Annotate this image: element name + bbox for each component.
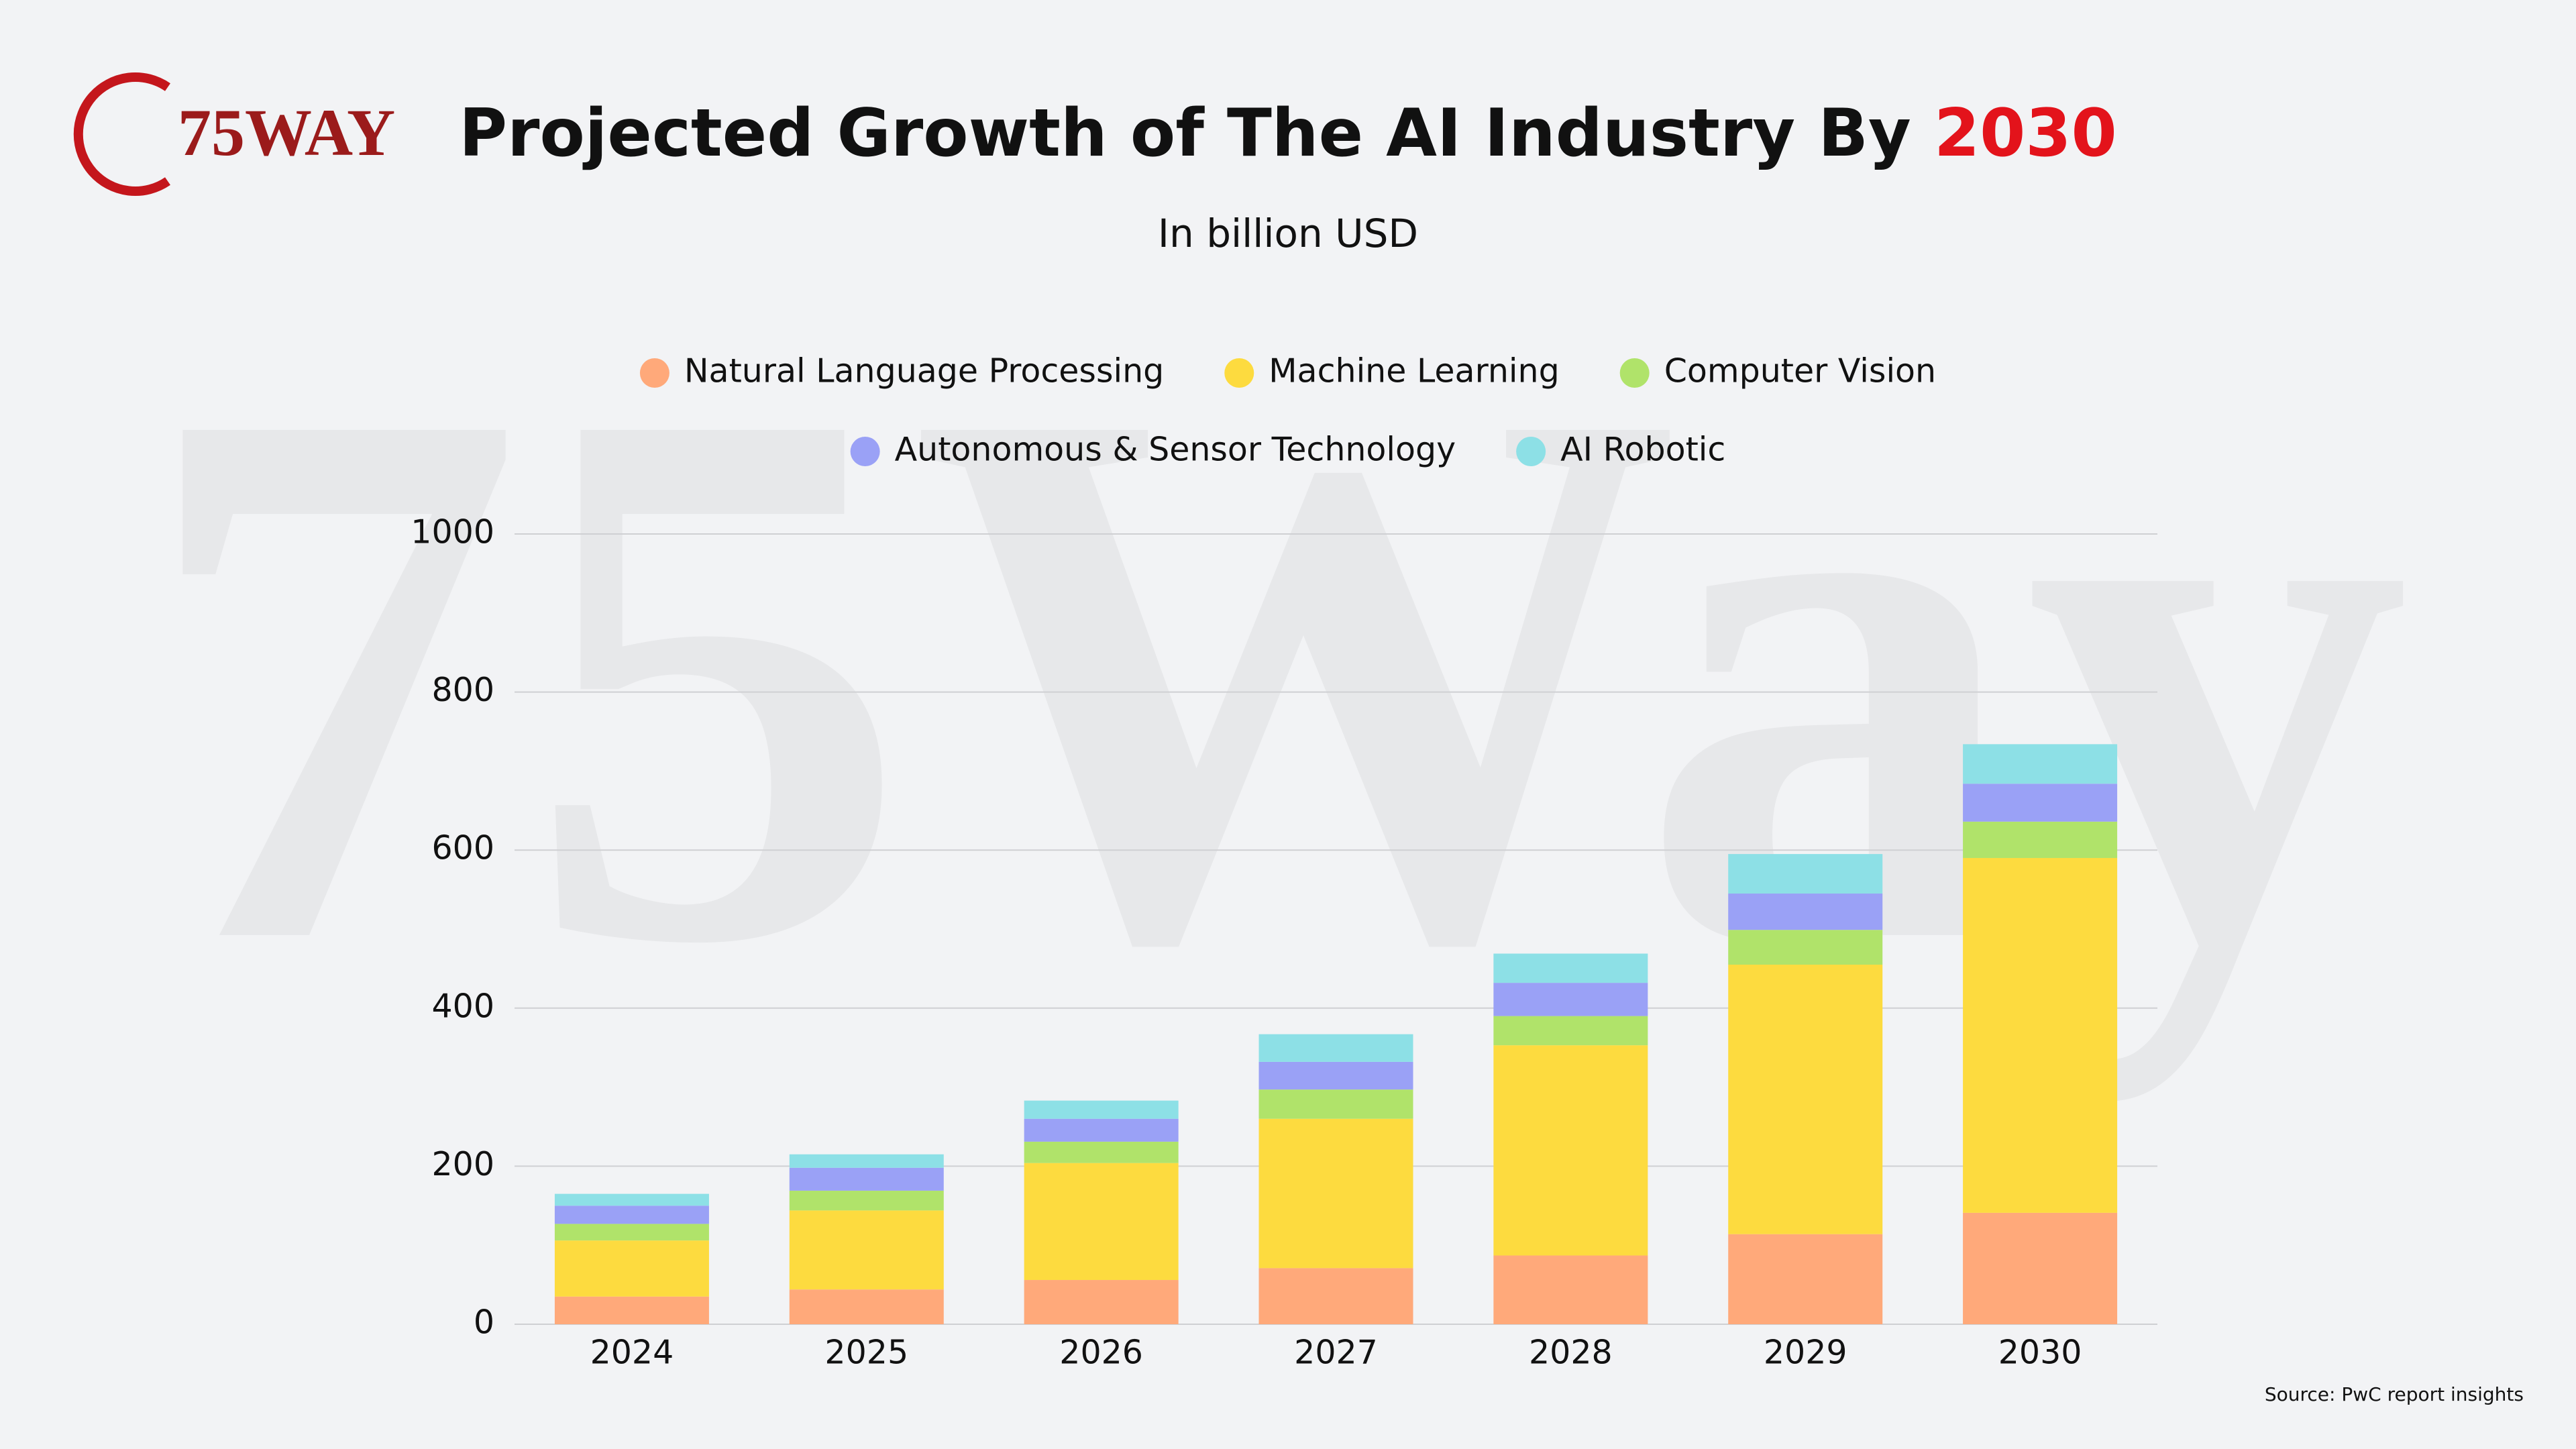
bar-segment — [1728, 965, 1883, 1234]
y-tick-label: 0 — [474, 1303, 494, 1342]
bar-segment — [554, 1193, 709, 1206]
bar-segment — [789, 1190, 944, 1211]
bar-segment — [554, 1296, 709, 1324]
y-tick-label: 200 — [431, 1145, 494, 1183]
legend-swatch — [1224, 358, 1254, 388]
bar-segment — [1963, 821, 2118, 858]
bar-segment — [789, 1210, 944, 1290]
bar-segment — [1963, 744, 2118, 784]
bar-segment — [1963, 1212, 2118, 1324]
chart-title: Projected Growth of The AI Industry By 2… — [459, 95, 2116, 172]
bar-segment — [1024, 1100, 1179, 1119]
legend-row: Natural Language Processing Machine Learn… — [639, 352, 1936, 390]
bar-segment — [1963, 857, 2118, 1213]
subtitle: In billion USD — [1158, 211, 1418, 256]
legend-label: Autonomous & Sensor Technology — [895, 431, 1456, 469]
bar-segment — [1493, 1045, 1648, 1256]
title-highlight: 2030 — [1934, 95, 2117, 172]
legend-swatch — [850, 437, 880, 466]
x-tick-label: 2027 — [1294, 1334, 1378, 1372]
bar-segment — [554, 1205, 709, 1224]
x-tick-label: 2030 — [1998, 1334, 2082, 1372]
bar-segment — [1963, 784, 2118, 822]
x-tick-label: 2026 — [1059, 1334, 1143, 1372]
x-tick-label: 2024 — [590, 1334, 674, 1372]
bar-segment — [1024, 1118, 1179, 1142]
bar-segment — [1024, 1141, 1179, 1163]
bar-segment — [1258, 1061, 1413, 1090]
logo: 75WAY — [73, 72, 395, 196]
x-tick-label: 2029 — [1764, 1334, 1847, 1372]
legend-swatch — [1516, 437, 1546, 466]
legend-swatch — [639, 358, 669, 388]
logo-text: 75WAY — [178, 95, 395, 170]
bar-segment — [789, 1154, 944, 1168]
x-tick-label: 2025 — [824, 1334, 908, 1372]
bar-segment — [789, 1167, 944, 1191]
bar-segment — [1258, 1034, 1413, 1062]
bar-segment — [1493, 983, 1648, 1016]
bar-segment — [1728, 893, 1883, 930]
legend-swatch — [1619, 358, 1650, 388]
source-note: Source: PwC report insights — [2265, 1383, 2524, 1405]
y-tick-label: 400 — [431, 987, 494, 1025]
bar-segment — [1258, 1089, 1413, 1119]
y-tick-label: 800 — [431, 671, 494, 709]
legend-row: Autonomous & Sensor Technology AI Robotic — [850, 431, 1725, 469]
bar-segment — [554, 1240, 709, 1297]
bar-segment — [554, 1224, 709, 1241]
bar-segment — [1024, 1280, 1179, 1324]
x-tick-label: 2028 — [1529, 1334, 1613, 1372]
legend-label: Natural Language Processing — [684, 352, 1164, 390]
title-text: Projected Growth of The AI Industry By — [459, 95, 1934, 172]
bar-segment — [1258, 1118, 1413, 1269]
logo-ring — [73, 72, 170, 196]
bar-segment — [1728, 854, 1883, 894]
bar-segment — [1493, 953, 1648, 983]
legend-label: Computer Vision — [1664, 352, 1936, 390]
bar-segment — [1728, 930, 1883, 965]
y-tick-label: 1000 — [411, 513, 494, 551]
bar-segment — [789, 1289, 944, 1324]
legend-label: Machine Learning — [1269, 352, 1559, 390]
bar-segment — [1024, 1163, 1179, 1281]
bar-segment — [1258, 1268, 1413, 1324]
bar-segment — [1493, 1016, 1648, 1046]
y-tick-label: 600 — [431, 829, 494, 867]
bar-segment — [1493, 1255, 1648, 1324]
legend-label: AI Robotic — [1560, 431, 1725, 469]
bar-segment — [1728, 1234, 1883, 1324]
